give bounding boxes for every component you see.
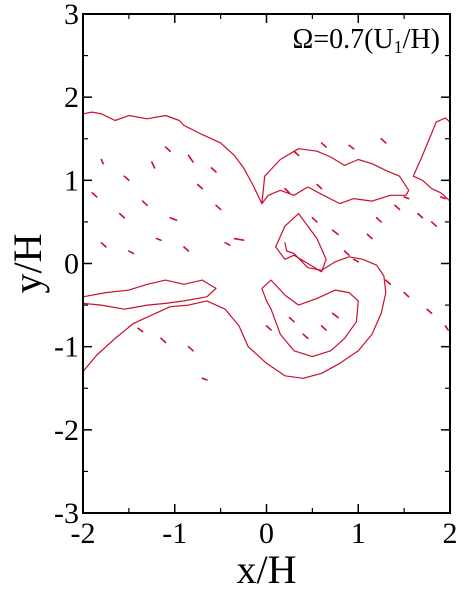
y-tick-label: -2 — [54, 414, 79, 447]
y-tick-label: 1 — [64, 164, 79, 197]
x-tick-label: 0 — [259, 517, 274, 550]
contour-fragment — [187, 154, 194, 163]
contour-right-edge-lobe — [412, 117, 450, 202]
y-tick-label: -3 — [54, 497, 79, 530]
contour-fragment — [302, 333, 309, 340]
contour-fragment — [440, 196, 447, 200]
rotation-rate-annotation: Ω=0.7(U1/H) — [293, 24, 440, 57]
contour-fragment — [196, 183, 204, 190]
contour-upper-mid-boundary — [183, 124, 263, 205]
x-axis-title: x/H — [237, 547, 297, 591]
contour-fragment — [384, 279, 392, 286]
contour-fragment — [265, 325, 272, 331]
contour-fragment — [91, 192, 98, 198]
contour-upper-left-boundary — [83, 111, 185, 126]
contour-central-core — [261, 279, 359, 358]
contour-fragment — [100, 158, 104, 165]
contour-fragment — [444, 325, 449, 331]
annotation-suffix: /H) — [403, 24, 440, 55]
contour-fragment — [366, 233, 373, 240]
plot-frame — [82, 13, 451, 514]
contour-fragment — [164, 146, 171, 153]
contour-fragment — [293, 150, 300, 157]
contour-left-shear-layer — [83, 279, 217, 310]
contour-fragment — [403, 291, 410, 298]
contour-fragment — [224, 241, 231, 247]
y-tick-label: 0 — [64, 248, 79, 281]
contour-lines — [83, 111, 450, 381]
x-tick-label: -1 — [162, 517, 187, 550]
contour-fragment — [403, 196, 410, 200]
contour-fragment — [160, 337, 167, 344]
x-tick-label: 1 — [351, 517, 366, 550]
contour-fragment — [394, 204, 401, 211]
contour-fragment — [169, 216, 178, 222]
contour-fragment — [187, 345, 194, 352]
contour-fragment — [141, 200, 149, 207]
contour-fragment — [137, 327, 144, 333]
y-tick-label: 2 — [64, 81, 79, 114]
contour-fragment — [284, 187, 291, 194]
contour-fragment — [288, 316, 295, 323]
contour-upper-right-lobe — [261, 148, 410, 205]
contour-fragment — [352, 258, 360, 263]
annotation-subscript: 1 — [394, 37, 403, 57]
contour-fragment — [155, 237, 162, 242]
contour-fragment — [348, 144, 355, 150]
contour-fragment — [201, 377, 208, 381]
contour-fragment — [151, 161, 156, 169]
contour-fragment — [375, 216, 382, 223]
contour-fragment — [331, 229, 339, 236]
contour-fragment — [331, 312, 339, 319]
contour-fragment — [183, 246, 190, 252]
y-tick-label: 3 — [64, 0, 79, 31]
contour-fragment — [430, 221, 438, 227]
contour-fragment — [210, 167, 217, 173]
contour-fragment — [100, 241, 107, 248]
contour-fragment — [233, 237, 245, 242]
y-tick-label: -1 — [54, 331, 79, 364]
contour-fragment — [316, 183, 323, 190]
annotation-prefix: Ω=0.7(U — [293, 24, 394, 55]
x-tick-label: -2 — [71, 517, 96, 550]
contour-lower-envelope — [83, 242, 387, 379]
contour-fragment — [417, 212, 424, 219]
axis-ticks — [82, 13, 451, 514]
contour-fragment — [320, 325, 327, 331]
contour-fragment — [380, 137, 387, 144]
contour-fragment — [311, 216, 318, 223]
contour-fragment — [118, 212, 126, 219]
x-tick-label: 2 — [443, 517, 458, 550]
y-axis-title: y/H — [5, 234, 50, 294]
contour-fragment — [320, 142, 327, 148]
contour-fragment — [343, 250, 350, 256]
contour-fragment — [426, 308, 433, 315]
contour-fragment — [128, 250, 135, 255]
contour-fragment — [215, 204, 222, 211]
contour-fragment — [123, 175, 130, 182]
contour-central-filament — [275, 213, 327, 273]
